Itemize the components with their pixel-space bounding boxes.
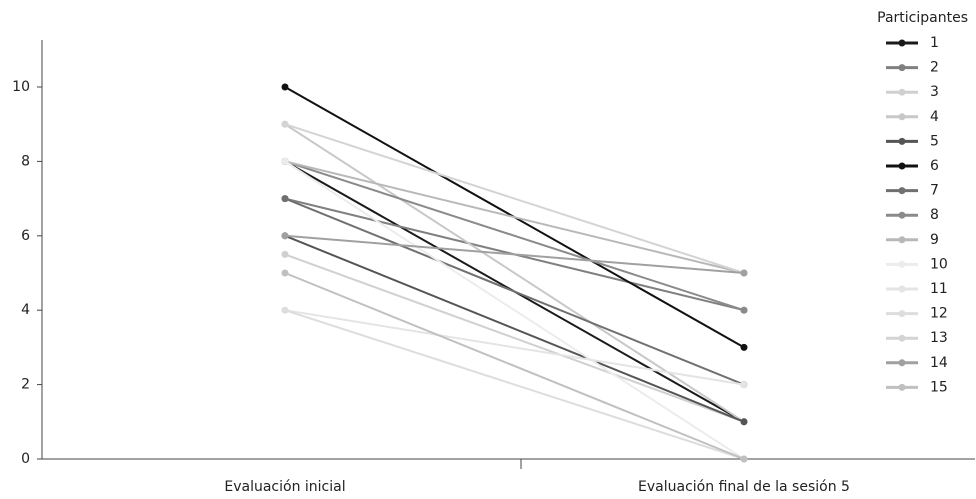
legend-marker [898,137,906,145]
series-line [284,160,745,460]
series-line [284,160,745,274]
legend-marker [898,236,906,244]
y-tick-label: 10 [12,79,30,95]
legend-label: 15 [930,379,948,395]
legend-marker [898,285,906,293]
x-tick-label: Evaluación inicial [224,479,345,495]
y-tick-label: 0 [21,451,30,467]
series-line [284,309,745,386]
legend-marker [898,64,906,72]
legend-label: 9 [930,232,939,248]
legend-label: 2 [930,60,939,76]
legend-label: 1 [930,35,939,51]
legend-label: 5 [930,133,939,149]
legend-label: 3 [930,84,939,100]
legend-marker [898,88,906,96]
series-line [284,123,745,274]
point [281,157,289,165]
legend-label: 8 [930,207,939,223]
series-line [284,123,745,423]
legend-label: 12 [930,306,948,322]
legend-marker [898,162,906,170]
series-line [284,272,745,460]
series-line [284,234,745,423]
y-tick-label: 4 [21,302,30,318]
point [281,306,289,314]
series-line [284,253,745,423]
point [740,381,748,389]
legend-marker [898,359,906,367]
legend-label: 7 [930,183,939,199]
point [281,83,289,91]
point [281,250,289,258]
legend-label: 6 [930,158,939,174]
legend-label: 4 [930,109,939,125]
legend-marker [898,383,906,391]
point [740,418,748,426]
legend-marker [898,334,906,342]
legend-label: 11 [930,281,948,297]
legend-marker [898,310,906,318]
legend-marker [898,260,906,268]
series-line [284,234,745,274]
legend-label: 13 [930,330,948,346]
legend-label: 10 [930,256,948,272]
x-tick-label: Evaluación final de la sesión 5 [638,479,850,495]
legend-marker [898,211,906,219]
series-line [284,160,745,312]
point [281,120,289,128]
point [740,455,748,463]
point [740,269,748,277]
legend-label: 14 [930,355,948,371]
y-tick-label: 2 [21,377,30,393]
point [281,232,289,240]
legend-marker [898,113,906,121]
legend-marker [898,39,906,47]
point [281,269,289,277]
legend-marker [898,187,906,195]
series-line [284,197,745,386]
y-tick-label: 8 [21,153,30,169]
point [740,306,748,314]
legend-title: Participantes [877,10,968,26]
series-line [284,309,745,460]
point [281,195,289,203]
y-tick-label: 6 [21,228,30,244]
point [740,343,748,351]
